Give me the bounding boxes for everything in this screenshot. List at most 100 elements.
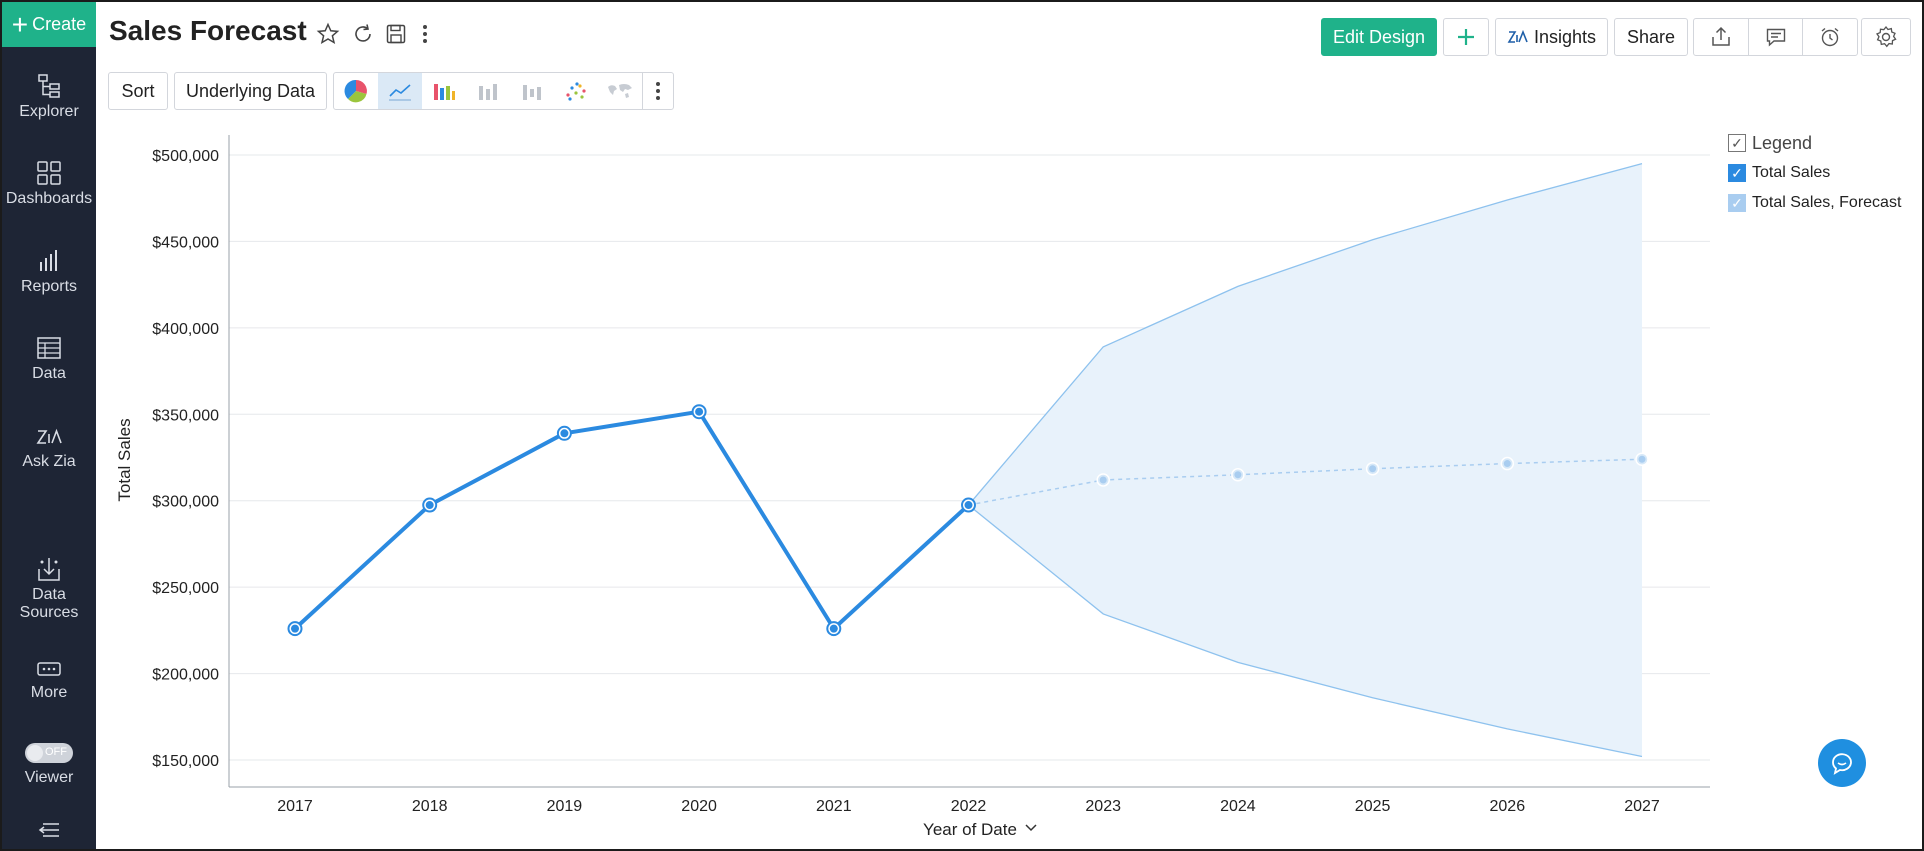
checkbox-icon: ✓: [1728, 164, 1746, 182]
star-icon[interactable]: [316, 22, 340, 46]
underlying-data-button[interactable]: Underlying Data: [174, 72, 327, 110]
total-sales-point: [829, 624, 838, 633]
forecast-confidence-band: [968, 163, 1642, 757]
x-tick-label: 2027: [1624, 798, 1660, 815]
edit-design-label: Edit Design: [1332, 26, 1426, 47]
settings-button[interactable]: [1861, 18, 1911, 56]
viewer-toggle[interactable]: OFF: [25, 743, 73, 763]
total-sales-line: [293, 409, 970, 631]
plus-icon: +: [11, 8, 29, 40]
scatter-chart-icon: [566, 82, 586, 101]
x-tick-label: 2026: [1490, 798, 1526, 815]
checkbox-icon: ✓: [1728, 134, 1746, 152]
line-chart-icon: [389, 84, 411, 101]
legend-item-total-sales[interactable]: ✓ Total Sales: [1728, 158, 1901, 188]
sidebar-item-ask-zia[interactable]: Ask Zia: [2, 422, 96, 471]
schedule-alarm-button[interactable]: [1803, 19, 1857, 55]
forecast-point: [1503, 460, 1511, 468]
legend-item-total-sales-forecast[interactable]: ✓ Total Sales, Forecast: [1728, 188, 1901, 218]
forecast-lower-bound-line: [968, 504, 1643, 758]
legend-toggle[interactable]: ✓ Legend: [1728, 128, 1901, 158]
sidebar-item-label: Ask Zia: [22, 453, 76, 470]
sidebar-item-reports[interactable]: Reports: [2, 247, 96, 296]
dashboards-icon: [37, 161, 61, 185]
x-axis-label[interactable]: Year of Date: [923, 820, 1037, 839]
chart-type-stacked-bar[interactable]: [466, 73, 510, 109]
y-axis-label: Total Sales: [115, 418, 134, 501]
sidebar-item-data[interactable]: Data: [2, 334, 96, 383]
alarm-clock-icon: [1821, 27, 1839, 47]
legend-item-label: Total Sales: [1752, 164, 1831, 181]
checkbox-icon: ✓: [1728, 194, 1746, 212]
chevron-down-icon[interactable]: [1025, 824, 1037, 832]
chat-support-button[interactable]: [1818, 739, 1866, 787]
edit-design-button[interactable]: Edit Design: [1321, 18, 1437, 56]
x-axis-label-text: Year of Date: [923, 820, 1017, 839]
forecast-point: [1369, 465, 1377, 473]
page-title: Sales Forecast: [109, 15, 307, 46]
chart-type-line[interactable]: [378, 73, 422, 109]
add-button[interactable]: [1443, 18, 1489, 56]
explorer-icon: [38, 74, 60, 98]
chart-type-switcher: [333, 72, 674, 110]
x-tick-label: 2020: [681, 798, 717, 815]
sidebar-item-label: Viewer: [24, 769, 74, 786]
y-tick-label: $300,000: [152, 494, 219, 511]
create-label: Create: [32, 14, 87, 34]
chart-type-waterfall[interactable]: [510, 73, 554, 109]
chart-type-map[interactable]: [598, 73, 642, 109]
toggle-knob: [27, 745, 43, 761]
x-tick-label: 2019: [547, 798, 583, 815]
pie-chart-icon: [344, 79, 367, 103]
chart-type-bar[interactable]: [422, 73, 466, 109]
export-button[interactable]: [1694, 19, 1749, 55]
data-table-icon: [37, 337, 61, 359]
stacked-bar-icon: [479, 84, 497, 100]
toggle-state: OFF: [45, 746, 67, 758]
sidebar-item-more[interactable]: More: [2, 657, 96, 702]
zia-icon: [1507, 29, 1528, 43]
save-icon[interactable]: [384, 22, 408, 46]
sidebar-item-label: More: [30, 684, 68, 701]
x-tick-label: 2024: [1220, 798, 1256, 815]
plus-icon: [1458, 29, 1474, 45]
sidebar: + Create Explorer Dashboards Reports: [2, 2, 96, 849]
bar-chart-icon: [434, 84, 455, 100]
chart-type-scatter[interactable]: [554, 73, 598, 109]
header-icon-group: [1693, 18, 1858, 56]
sort-button[interactable]: Sort: [108, 72, 168, 110]
x-tick-label: 2017: [277, 798, 313, 815]
zia-icon: [36, 428, 62, 444]
forecast-line: [968, 458, 1643, 506]
sidebar-item-viewer[interactable]: OFF Viewer: [2, 743, 96, 787]
sidebar-item-dashboards[interactable]: Dashboards: [2, 159, 96, 208]
refresh-icon[interactable]: [351, 22, 375, 46]
share-label: Share: [1626, 26, 1676, 47]
export-icon: [1712, 26, 1730, 46]
create-button[interactable]: + Create: [2, 2, 96, 47]
collapse-sidebar-button[interactable]: [2, 820, 96, 843]
x-tick-label: 2018: [412, 798, 448, 815]
sidebar-item-label: Data Sources: [19, 586, 79, 621]
insights-label: Insights: [1533, 26, 1597, 47]
sidebar-item-explorer[interactable]: Explorer: [2, 72, 96, 121]
chart-type-more[interactable]: [642, 73, 673, 109]
y-tick-label: $350,000: [152, 407, 219, 424]
series: [287, 404, 1649, 637]
share-button[interactable]: Share: [1614, 18, 1688, 56]
kebab-menu-icon[interactable]: [415, 22, 435, 46]
axes: $150,000 $200,000 $250,000 $300,000 $350,000…: [152, 135, 1710, 815]
comments-button[interactable]: [1749, 19, 1804, 55]
y-tick-label: $250,000: [152, 580, 219, 597]
chart-type-pie[interactable]: [334, 73, 378, 109]
sidebar-item-label: Dashboards: [5, 190, 93, 207]
sort-label: Sort: [121, 80, 155, 101]
insights-button[interactable]: Insights: [1495, 18, 1608, 56]
sidebar-item-data-sources[interactable]: Data Sources: [2, 555, 96, 622]
sales-forecast-chart: $150,000 $200,000 $250,000 $300,000 $350,000…: [115, 135, 1710, 839]
sidebar-item-label: Data: [32, 365, 66, 382]
total-sales-point: [695, 407, 704, 416]
collapse-menu-icon: [38, 823, 59, 837]
sidebar-item-label: Explorer: [19, 103, 79, 120]
